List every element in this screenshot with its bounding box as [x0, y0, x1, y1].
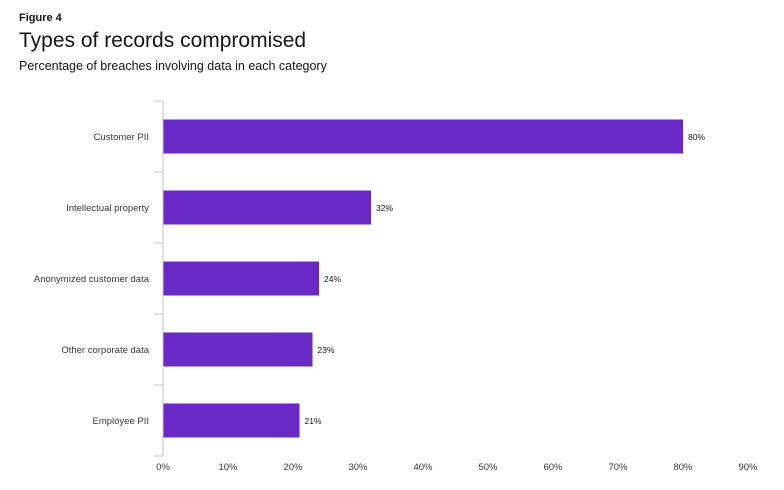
x-tick-label: 90%	[738, 462, 758, 473]
category-label: Customer PII	[94, 132, 149, 143]
category-label: Intellectual property	[66, 203, 149, 214]
value-label: 32%	[376, 203, 393, 213]
bar	[163, 119, 683, 154]
value-label: 24%	[324, 274, 341, 284]
x-tick-label: 60%	[543, 462, 563, 473]
chart-title: Types of records compromised	[19, 29, 307, 52]
value-label: 23%	[318, 345, 335, 355]
bar	[163, 261, 319, 296]
bar	[163, 332, 313, 367]
x-tick-label: 70%	[608, 462, 628, 473]
x-tick-label: 20%	[283, 462, 303, 473]
chart-subtitle: Percentage of breaches involving data in…	[19, 59, 327, 73]
figure-label: Figure 4	[19, 12, 62, 24]
category-tick-group	[154, 100, 163, 457]
x-tick-label: 80%	[673, 462, 693, 473]
value-label: 80%	[688, 132, 705, 142]
x-tick-label: 10%	[218, 462, 238, 473]
x-tick-label: 30%	[348, 462, 368, 473]
x-tick-label: 40%	[413, 462, 433, 473]
bar-group	[163, 119, 683, 438]
value-label-group: 80% 32% 24% 23% 21%	[305, 132, 706, 426]
x-tick-label: 50%	[478, 462, 498, 473]
x-tick-label: 0%	[156, 462, 170, 473]
bar	[163, 403, 300, 438]
bar	[163, 190, 371, 225]
category-label: Anonymized customer data	[34, 274, 150, 285]
category-label-group: Customer PII Intellectual property Anonymi…	[34, 132, 150, 427]
value-label: 21%	[305, 416, 322, 426]
x-tick-label-group: 0% 10% 20% 30% 40% 50% 60% 70% 80% 90%	[156, 462, 758, 473]
category-label: Other corporate data	[61, 345, 149, 356]
category-label: Employee PII	[93, 416, 150, 427]
